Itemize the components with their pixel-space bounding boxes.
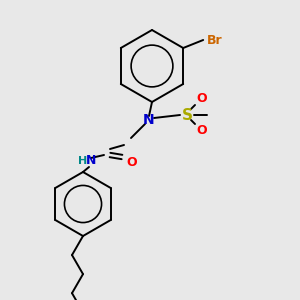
Text: S: S (182, 107, 193, 122)
Text: Br: Br (207, 34, 223, 46)
Text: O: O (197, 92, 207, 104)
Text: O: O (197, 124, 207, 136)
Text: N: N (86, 154, 96, 167)
Text: N: N (143, 113, 155, 127)
Text: O: O (127, 155, 137, 169)
Text: H: H (78, 156, 88, 166)
